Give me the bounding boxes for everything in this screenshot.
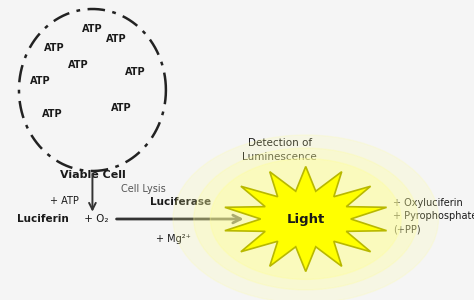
Text: ATP: ATP: [125, 67, 146, 77]
Text: + Mg²⁺: + Mg²⁺: [155, 234, 191, 244]
Text: Viable Cell: Viable Cell: [60, 169, 125, 179]
Text: Luciferase: Luciferase: [150, 197, 210, 207]
Polygon shape: [225, 167, 387, 272]
Text: ATP: ATP: [42, 109, 63, 119]
Text: ATP: ATP: [106, 34, 127, 44]
Circle shape: [194, 148, 418, 290]
Text: Luciferin: Luciferin: [17, 214, 68, 224]
Text: Detection of
Luminescence: Detection of Luminescence: [242, 138, 317, 162]
Text: Cell Lysis: Cell Lysis: [121, 184, 165, 194]
Text: Light: Light: [287, 212, 325, 226]
Text: ATP: ATP: [68, 59, 89, 70]
Circle shape: [173, 135, 438, 300]
Text: ATP: ATP: [82, 23, 103, 34]
Text: ATP: ATP: [44, 43, 65, 53]
Text: + O₂: + O₂: [81, 214, 108, 224]
Text: ATP: ATP: [30, 76, 51, 86]
Text: + Oxyluciferin
+ Pyrophosphate
(+PP): + Oxyluciferin + Pyrophosphate (+PP): [393, 198, 474, 234]
Circle shape: [210, 159, 401, 279]
Text: ATP: ATP: [110, 103, 131, 113]
Text: + ATP: + ATP: [50, 196, 79, 206]
